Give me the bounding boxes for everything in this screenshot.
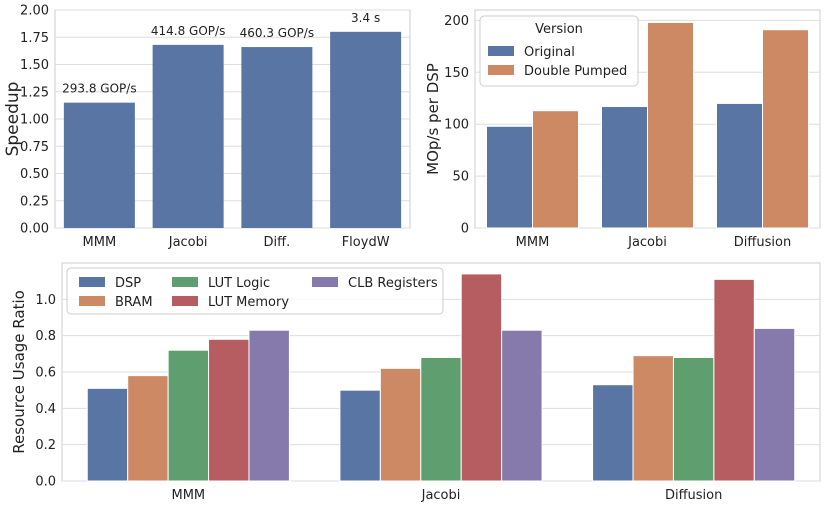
mops-bar bbox=[532, 110, 579, 229]
speedup-bar-annotation: 414.8 GOP/s bbox=[151, 24, 225, 38]
mops-legend-label: Original bbox=[524, 45, 575, 60]
resources-bar bbox=[208, 338, 250, 482]
speedup-bar-annotation: 3.4 s bbox=[351, 11, 380, 25]
resources-legend-label: DSP bbox=[115, 276, 141, 291]
resources-ytick-label: 0.6 bbox=[35, 366, 56, 381]
speedup-bar bbox=[330, 31, 402, 228]
speedup-ytick-label: 0.25 bbox=[20, 194, 49, 209]
mops-ytick-label: 100 bbox=[444, 118, 469, 133]
resources-legend-label: LUT Memory bbox=[208, 295, 289, 310]
speedup-bar bbox=[241, 47, 313, 229]
speedup-bar-annotation: 460.3 GOP/s bbox=[240, 26, 314, 40]
mops-xtick-label: MMM bbox=[516, 235, 550, 250]
resources-bar bbox=[248, 329, 290, 482]
resources-bar bbox=[379, 367, 422, 482]
resources-ytick-label: 1.0 bbox=[35, 293, 56, 308]
mops-legend-label: Double Pumped bbox=[524, 64, 627, 79]
mops-chart: 0 50 100 150 200 MOp/s per DSP MMM Jacobi Diffus… bbox=[424, 9, 821, 250]
mops-bar bbox=[486, 125, 533, 229]
resources-bar bbox=[632, 355, 674, 482]
resources-legend: DSP BRAM LUT Logic LUT Memory CLB Registers bbox=[66, 267, 444, 315]
speedup-chart: 0.00 0.25 0.50 0.75 1.00 1.25 1.50 1.75 2.00 Spee… bbox=[3, 4, 411, 250]
resources-legend-swatch bbox=[79, 277, 105, 287]
speedup-ytick-label: 1.00 bbox=[20, 113, 49, 128]
speedup-bar-annotation: 293.8 GOP/s bbox=[62, 82, 136, 96]
speedup-xtick-label: MMM bbox=[83, 235, 117, 250]
speedup-ytick-label: 1.75 bbox=[20, 31, 49, 46]
resources-legend-label: CLB Registers bbox=[348, 276, 438, 291]
resources-bar bbox=[127, 375, 169, 482]
resources-legend-label: LUT Logic bbox=[208, 276, 270, 291]
resources-bar bbox=[339, 389, 381, 482]
resources-bar bbox=[713, 278, 755, 482]
resources-bar bbox=[501, 329, 543, 482]
resources-bar bbox=[460, 273, 503, 482]
resources-bar bbox=[86, 387, 129, 482]
resources-legend-swatch bbox=[172, 277, 198, 287]
resources-ytick-label: 0.8 bbox=[35, 329, 56, 344]
speedup-xtick-label: Jacobi bbox=[168, 235, 208, 250]
resources-xtick-label: Jacobi bbox=[421, 488, 461, 503]
resources-ytick-label: 0.2 bbox=[35, 438, 56, 453]
resources-legend-frame bbox=[66, 267, 444, 315]
mops-legend-title: Version bbox=[535, 22, 583, 37]
speedup-xtick-label: FloydW bbox=[342, 235, 390, 250]
resources-bar bbox=[167, 349, 210, 482]
resources-bar bbox=[672, 356, 715, 482]
resources-legend-swatch bbox=[312, 277, 338, 287]
mops-bar bbox=[716, 102, 763, 229]
resources-xtick-label: MMM bbox=[172, 488, 206, 503]
resources-chart: 0.0 0.2 0.4 0.6 0.8 1.0 Resource Usage Ratio MM… bbox=[10, 262, 821, 503]
mops-ylabel: MOp/s per DSP bbox=[424, 63, 442, 175]
speedup-ytick-label: 0.75 bbox=[20, 140, 49, 155]
speedup-bar bbox=[63, 102, 135, 228]
mops-xtick-label: Diffusion bbox=[734, 235, 791, 250]
resources-bar bbox=[753, 327, 796, 482]
resources-legend-swatch bbox=[172, 296, 198, 306]
mops-bar bbox=[601, 106, 648, 229]
speedup-xtick-label: Diff. bbox=[264, 235, 291, 250]
speedup-ytick-label: 2.00 bbox=[20, 4, 49, 19]
speedup-ytick-label: 0.50 bbox=[20, 167, 49, 182]
mops-ytick-label: 200 bbox=[444, 14, 469, 29]
mops-legend-swatch bbox=[488, 46, 514, 56]
mops-legend-swatch bbox=[488, 65, 514, 75]
resources-bar bbox=[592, 384, 634, 482]
resources-xtick-label: Diffusion bbox=[665, 488, 722, 503]
resources-ylabel: Resource Usage Ratio bbox=[10, 290, 28, 454]
speedup-ytick-label: 1.50 bbox=[20, 58, 49, 73]
resources-ytick-label: 0.4 bbox=[35, 402, 56, 417]
resources-ytick-label: 0.0 bbox=[35, 475, 56, 490]
speedup-ylabel: Speedup bbox=[3, 82, 23, 157]
mops-ytick-label: 50 bbox=[452, 170, 469, 185]
mops-ytick-label: 0 bbox=[461, 222, 469, 237]
speedup-ytick-label: 1.25 bbox=[20, 85, 49, 100]
mops-xtick-label: Jacobi bbox=[627, 235, 667, 250]
speedup-ytick-label: 0.00 bbox=[20, 222, 49, 237]
mops-legend-frame bbox=[479, 15, 639, 87]
speedup-bar bbox=[152, 44, 224, 228]
resources-legend-label: BRAM bbox=[115, 295, 153, 310]
mops-ytick-label: 150 bbox=[444, 66, 469, 81]
resources-bar bbox=[420, 356, 462, 482]
mops-legend: Version Original Double Pumped bbox=[479, 15, 639, 87]
mops-bar bbox=[647, 21, 694, 229]
mops-bar bbox=[762, 29, 809, 229]
resources-legend-swatch bbox=[79, 296, 105, 306]
